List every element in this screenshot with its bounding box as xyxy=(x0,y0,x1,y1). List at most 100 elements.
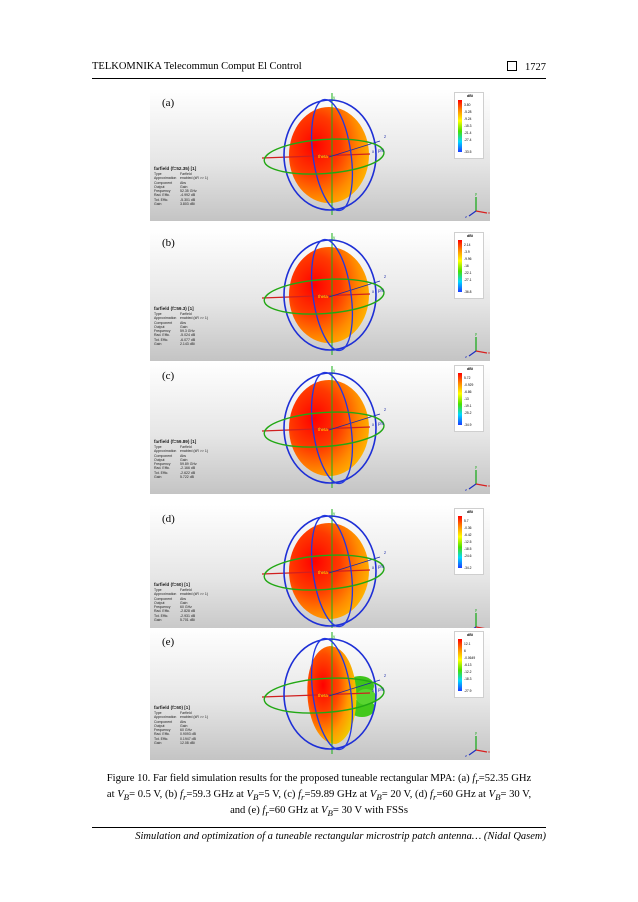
z-axis-label: z xyxy=(384,550,386,555)
theta-label: theta xyxy=(318,294,328,299)
scale-tick-label: -0.36 xyxy=(464,526,472,530)
x-axis-line xyxy=(261,293,371,299)
info-value: Gain xyxy=(180,600,188,605)
x-axis-label: x xyxy=(372,565,375,570)
x-axis-label: x xyxy=(372,289,375,294)
phi-label: phi xyxy=(378,421,384,426)
info-title: farfield (f=59.89) [1] xyxy=(154,439,197,444)
info-value: Farfield xyxy=(180,312,192,316)
info-value: -2.166 dB xyxy=(180,466,196,471)
scale-unit: dBi xyxy=(467,94,473,98)
x-axis-label: x xyxy=(372,149,375,154)
info-key: Component xyxy=(154,180,173,185)
panel-label: (a) xyxy=(162,97,175,109)
info-key: Output xyxy=(154,184,165,189)
caption-line-3: and (e) fr=60 GHz at VB= 30 V with FSSs xyxy=(230,805,408,819)
info-key: Component xyxy=(154,596,173,601)
info-title: farfield (f=60) [1] xyxy=(154,582,190,587)
triad-z-arrow xyxy=(468,749,477,756)
scale-unit: dBi xyxy=(467,234,473,238)
y-axis-label: y xyxy=(333,511,336,516)
y-axis-label: y xyxy=(333,368,336,373)
info-value: -5.301 dB xyxy=(180,197,196,202)
footer-citation: Simulation and optimization of a tuneabl… xyxy=(135,831,546,842)
info-value: -6.077 dB xyxy=(180,337,196,342)
info-key: Type xyxy=(154,312,162,316)
scale-tick-label: -15.3 xyxy=(464,124,472,128)
info-key: Output xyxy=(154,457,165,462)
info-value: Abs xyxy=(180,453,187,458)
triad-x-label: x xyxy=(488,350,490,355)
farfield-panel: x y z theta phi y x z (b) farfield (f=59.3) [1] Ty… xyxy=(150,229,490,361)
info-key: Approximation xyxy=(154,176,177,181)
x-axis-line xyxy=(261,153,371,159)
info-row: Frequency 59.3 GHz xyxy=(154,329,220,333)
info-value: enabled (kR >> 1) xyxy=(180,449,209,454)
equator-circle xyxy=(263,677,385,714)
header-rule xyxy=(92,78,546,79)
farfield-info-box: farfield (f=59.3) [1] Type Farfield Approxi… xyxy=(154,306,220,346)
phi-label: phi xyxy=(378,148,384,153)
info-row: Component Abs xyxy=(154,597,220,601)
info-key: Gain xyxy=(154,342,162,347)
triad-y-label: y xyxy=(475,191,477,196)
scale-tick-label: -12.2 xyxy=(464,670,472,674)
info-value: Abs xyxy=(180,180,187,185)
scale-tick-label: -36.8 xyxy=(464,290,472,294)
farfield-info-box: farfield (f=60) [1] Type Farfield Approxima… xyxy=(154,705,220,745)
info-key: Component xyxy=(154,453,173,458)
info-value: 52.35 GHz xyxy=(180,189,197,194)
info-key: Gain xyxy=(154,618,162,623)
scale-tick-label: -19.1 xyxy=(464,404,472,408)
info-row: Output Gain xyxy=(154,458,220,462)
info-key: Output xyxy=(154,723,165,728)
info-value: 5.722 dB xyxy=(180,475,195,480)
scale-tick-label: -27.1 xyxy=(464,278,472,282)
scale-tick-label: -33.5 xyxy=(464,150,472,154)
theta-circle xyxy=(310,371,354,485)
info-value: 3.803 dBi xyxy=(180,202,195,207)
x-axis-line xyxy=(261,426,371,432)
scale-tick-label: -6.42 xyxy=(464,533,472,537)
info-value: Abs xyxy=(180,320,187,325)
phi-circle xyxy=(283,99,377,211)
y-axis-label: y xyxy=(333,235,336,240)
info-key: Tot. Effic. xyxy=(154,337,169,342)
triad-x-arrow xyxy=(475,749,488,753)
scale-tick-label: 2.14 xyxy=(464,243,471,247)
theta-circle xyxy=(310,238,354,352)
info-key: Output xyxy=(154,600,165,605)
theta-label: theta xyxy=(318,693,328,698)
info-key: Approximation xyxy=(154,316,177,321)
info-row: Component Abs xyxy=(154,321,220,325)
info-row: Rad. Effic. 0.9093 dB xyxy=(154,732,220,736)
info-row: Approximation enabled (kR >> 1) xyxy=(154,449,220,453)
info-key: Tot. Effic. xyxy=(154,736,169,741)
farfield-panel: x y z theta phi y x z (e) farfield (f=60) [1] Type… xyxy=(150,628,490,760)
triad-x-arrow xyxy=(475,483,488,487)
info-key: Rad. Effic. xyxy=(154,732,171,737)
info-key: Gain xyxy=(154,475,162,480)
z-axis-label: z xyxy=(384,673,386,678)
info-row: Approximation enabled (kR >> 1) xyxy=(154,592,220,596)
color-scale-bar xyxy=(458,100,462,152)
info-value: Farfield xyxy=(180,588,192,592)
scale-tick-label: -21.4 xyxy=(464,131,472,135)
scale-tick-label: -6.86 xyxy=(464,390,472,394)
scale-tick-label: -5.28 xyxy=(464,110,472,114)
info-row: Approximation enabled (kR >> 1) xyxy=(154,715,220,719)
equator-circle xyxy=(263,411,385,448)
info-row: Rad. Effic. -4.992 dB xyxy=(154,193,220,197)
info-row: Frequency 60 GHz xyxy=(154,605,220,609)
info-value: 59.3 GHz xyxy=(180,329,195,334)
info-value: 60 GHz xyxy=(180,728,192,733)
info-row: Gain 5.722 dB xyxy=(154,475,220,479)
color-scale-bar xyxy=(458,516,462,568)
color-scale-bar xyxy=(458,373,462,425)
phi-circle xyxy=(283,372,377,484)
journal-name: TELKOMNIKA Telecommun Comput El Control xyxy=(92,61,302,72)
color-scale-legend: dBi 5.72 -0.929 -6.86 -13 -19.1 -25.2 -34.9 xyxy=(454,365,484,432)
info-value: Farfield xyxy=(180,172,192,176)
triad-z-label: z xyxy=(465,354,467,359)
